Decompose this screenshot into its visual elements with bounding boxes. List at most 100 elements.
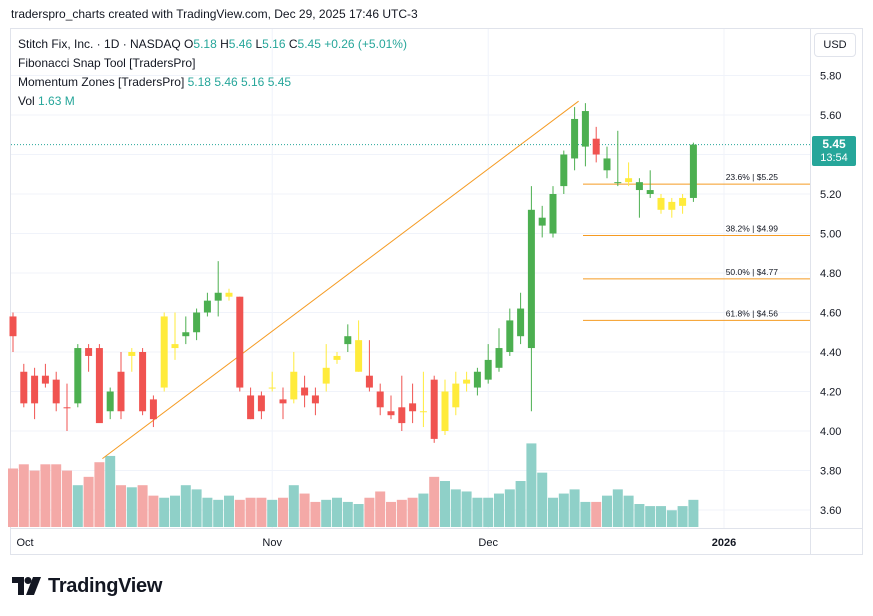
x-tick-label: Dec	[478, 537, 498, 549]
candle-body	[441, 391, 449, 431]
volume-bar	[612, 489, 623, 527]
candle-body	[452, 383, 460, 408]
candle-body	[41, 375, 49, 384]
volume-bar	[126, 487, 137, 527]
candle-body	[571, 118, 579, 159]
volume-bar	[602, 495, 612, 527]
volume-bar	[353, 504, 364, 527]
candle-body	[581, 111, 589, 147]
fib-level-label: 23.6% | $5.25	[726, 172, 779, 182]
candle-body	[63, 407, 71, 409]
volume-bar	[677, 506, 688, 527]
volume-bar	[537, 472, 548, 527]
x-tick-label: Nov	[262, 537, 282, 549]
candle-body	[657, 197, 665, 210]
candle-body	[527, 209, 535, 349]
y-tick-label: 3.60	[820, 505, 841, 517]
volume-bar	[267, 499, 278, 527]
candle-body	[398, 407, 406, 424]
volume-bar	[645, 506, 656, 527]
volume-bar	[429, 476, 440, 527]
y-tick-label: 5.80	[820, 71, 841, 83]
y-tick-label: 4.80	[820, 268, 841, 280]
volume-bar	[483, 497, 494, 527]
candle-body	[225, 292, 233, 297]
candle-body	[506, 320, 514, 352]
volume-bar	[62, 470, 72, 527]
candle-body	[268, 387, 276, 389]
volume-bar	[656, 506, 666, 527]
candle-body	[517, 308, 525, 337]
volume-bar	[418, 493, 429, 527]
candle-body	[301, 387, 309, 396]
volume-bar	[440, 481, 450, 527]
candle-body	[560, 154, 568, 187]
close-value: 5.45	[297, 37, 321, 51]
volume-row[interactable]: Vol 1.63 M	[18, 92, 407, 111]
currency-button[interactable]: USD	[814, 33, 856, 57]
volume-bar	[526, 443, 537, 527]
volume-bar	[116, 485, 126, 527]
chart-frame	[10, 28, 863, 555]
y-tick-label: 5.00	[820, 229, 841, 241]
candle-body	[333, 355, 341, 360]
volume-bar	[213, 499, 224, 527]
candle-body	[484, 359, 492, 380]
low-value: 5.16	[262, 37, 286, 51]
volume-label: Vol	[18, 94, 35, 108]
volume-bar	[321, 499, 332, 527]
candle-body	[9, 316, 17, 337]
candle-body	[247, 395, 255, 420]
fib-swing-line	[102, 100, 579, 460]
momentum-label: Momentum Zones [TradersPro]	[18, 75, 185, 89]
open-label: O	[184, 37, 194, 51]
volume-bar	[234, 499, 245, 527]
close-label: C	[288, 37, 298, 51]
volume-bar	[634, 504, 645, 527]
candle-body	[689, 144, 697, 198]
momentum-row[interactable]: Momentum Zones [TradersPro] 5.18 5.46 5.…	[18, 73, 407, 92]
volume-bar	[364, 497, 375, 527]
volume-bar	[8, 468, 18, 527]
x-tick-label: 2026	[712, 537, 736, 549]
y-tick-label: 4.00	[820, 426, 841, 438]
tradingview-logo[interactable]: TradingView	[12, 574, 162, 598]
volume-bar	[256, 497, 267, 527]
candle-body	[387, 411, 395, 416]
chart-legend: Stitch Fix, Inc. · 1D · NASDAQ O5.18 H5.…	[18, 35, 407, 111]
candle-body	[52, 379, 60, 404]
last-price-tag: 5.45 13:54	[812, 136, 856, 166]
candle-body	[95, 348, 103, 424]
volume-bar	[245, 497, 256, 527]
candle-body	[549, 194, 557, 234]
volume-bar	[310, 501, 321, 527]
candle-body	[430, 379, 438, 439]
volume-bar	[72, 485, 83, 527]
volume-bar	[558, 493, 569, 527]
candle-body	[376, 391, 384, 408]
symbol-label[interactable]: Stitch Fix, Inc. · 1D · NASDAQ	[18, 37, 181, 51]
candle-body	[290, 371, 298, 400]
candle-body	[592, 138, 600, 155]
volume-bar	[148, 495, 159, 527]
candle-body	[603, 158, 611, 171]
volume-bar	[472, 497, 483, 527]
candle-body	[257, 395, 265, 412]
volume-bar	[288, 485, 299, 527]
fib-level-label: 61.8% | $4.56	[726, 308, 779, 318]
fib-tool-row[interactable]: Fibonacci Snap Tool [TradersPro]	[18, 54, 407, 73]
volume-bar	[51, 464, 62, 527]
volume-bar	[494, 493, 504, 527]
candle-body	[311, 395, 319, 404]
volume-bar	[278, 497, 288, 527]
volume-bar	[40, 464, 51, 527]
y-tick-label: 5.60	[820, 110, 841, 122]
fib-tool-label: Fibonacci Snap Tool [TradersPro]	[18, 56, 196, 70]
volume-bar	[224, 495, 234, 527]
tradingview-logo-text: TradingView	[48, 574, 163, 597]
volume-bar	[83, 476, 94, 527]
y-tick-label: 4.60	[820, 308, 841, 320]
bar-countdown: 13:54	[820, 152, 848, 164]
volume-value: 1.63 M	[38, 94, 75, 108]
